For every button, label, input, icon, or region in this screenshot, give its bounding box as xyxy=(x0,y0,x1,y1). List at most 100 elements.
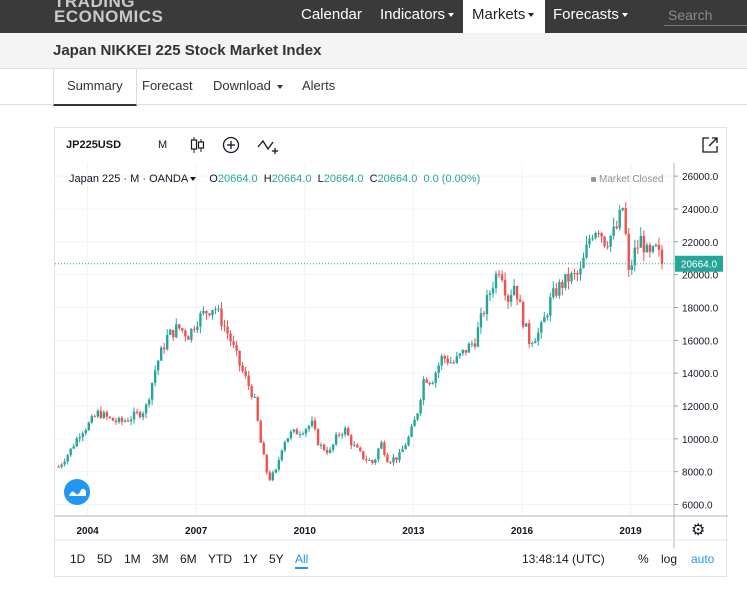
price-chart[interactable]: 6000.0 8000.0 10000.0 12000.0 14000.0 16000.0… xyxy=(55,128,728,578)
candle-body xyxy=(534,341,537,344)
candle-body xyxy=(576,272,579,275)
candle-body xyxy=(178,324,181,329)
candle-body xyxy=(531,343,534,345)
y-tick-label: 24000.0 xyxy=(682,205,719,216)
range-5d[interactable]: 5D xyxy=(97,552,113,566)
candle-body xyxy=(199,313,202,327)
candle-body xyxy=(356,444,359,448)
candle-body xyxy=(196,326,199,330)
range-3m[interactable]: 3M xyxy=(152,552,169,566)
nav-forecasts[interactable]: Forecasts xyxy=(544,0,637,33)
candle-body xyxy=(404,445,407,450)
candle-body xyxy=(93,416,97,418)
candle-body xyxy=(60,464,63,467)
fullscreen-icon[interactable] xyxy=(701,136,719,154)
symbol-label[interactable]: JP225USD xyxy=(66,139,122,151)
tradingview-logo-icon[interactable] xyxy=(63,478,91,506)
range-1y[interactable]: 1Y xyxy=(243,552,258,566)
legend-low: 20664.0 xyxy=(323,173,364,185)
chart-legend: Japan 225 · M · OANDA O20664.0 H20664.0 … xyxy=(69,173,480,185)
candle-body xyxy=(277,459,281,470)
candle-body xyxy=(449,362,452,364)
legend-high: 20664.0 xyxy=(271,173,312,185)
legend-series-name[interactable]: Japan 225 · M · OANDA xyxy=(69,173,189,185)
percent-scale-toggle[interactable]: % xyxy=(638,552,649,566)
candle-body xyxy=(528,323,531,344)
candle-body xyxy=(78,437,81,439)
log-scale-toggle[interactable]: log xyxy=(661,552,678,566)
candle-body xyxy=(362,451,365,460)
candle-body xyxy=(359,447,362,452)
candle-body xyxy=(325,450,329,453)
range-all[interactable]: All xyxy=(295,552,309,569)
auto-scale-toggle[interactable]: auto xyxy=(691,552,715,566)
candle-body xyxy=(648,244,652,252)
range-1d[interactable]: 1D xyxy=(70,552,86,566)
interval-button[interactable]: M xyxy=(158,139,168,151)
candle-body xyxy=(150,382,154,400)
last-price-badge xyxy=(675,255,723,272)
candle-body xyxy=(561,281,564,288)
candle-body xyxy=(102,412,106,418)
candle-body xyxy=(597,232,600,234)
y-tick-label: 6000.0 xyxy=(682,501,713,512)
nav-indicators[interactable]: Indicators xyxy=(371,0,463,33)
range-6m[interactable]: 6M xyxy=(180,552,197,566)
y-tick-label: 22000.0 xyxy=(682,238,719,249)
search-input[interactable] xyxy=(664,4,747,26)
candle-body xyxy=(585,244,588,258)
add-indicator-icon[interactable] xyxy=(222,136,240,154)
candle-body xyxy=(322,444,326,451)
candle-body xyxy=(633,247,636,266)
nav-calendar[interactable]: Calendar xyxy=(292,0,371,33)
compare-icon[interactable] xyxy=(256,137,280,155)
candle-body xyxy=(232,341,235,345)
candle-body xyxy=(87,422,90,431)
candle-body xyxy=(193,328,196,330)
page-title: Japan NIKKEI 225 Stock Market Index xyxy=(53,42,322,59)
candle-body xyxy=(72,446,75,449)
candle-body xyxy=(223,325,226,327)
legend-o-label: O xyxy=(209,173,218,185)
status-dot-icon xyxy=(591,176,596,182)
chevron-down-icon xyxy=(621,13,628,18)
chevron-down-icon[interactable] xyxy=(190,177,197,182)
candle-body xyxy=(247,375,250,387)
settings-gear-icon[interactable]: ⚙ xyxy=(691,522,706,539)
y-tick-label: 8000.0 xyxy=(682,468,713,479)
candle-body xyxy=(401,449,404,453)
candle-body xyxy=(126,420,130,422)
candle-body xyxy=(90,416,94,423)
candle-body xyxy=(567,273,570,282)
tab-forecast[interactable]: Forecast xyxy=(129,69,206,106)
candle-body xyxy=(395,457,398,461)
candle-body xyxy=(612,226,615,236)
candle-body xyxy=(120,417,124,422)
tab-download[interactable]: Download xyxy=(200,69,296,106)
candle-body xyxy=(452,362,455,364)
candle-body xyxy=(374,459,377,463)
candles-icon[interactable] xyxy=(189,136,205,154)
chevron-down-icon xyxy=(528,13,535,18)
range-ytd[interactable]: YTD xyxy=(208,552,232,566)
tab-alerts[interactable]: Alerts xyxy=(289,69,348,106)
tab-summary[interactable]: Summary xyxy=(53,69,137,106)
candle-body xyxy=(443,356,446,359)
candle-body xyxy=(398,452,401,461)
y-tick-label: 26000.0 xyxy=(682,172,719,183)
candle-body xyxy=(353,444,356,446)
range-1m[interactable]: 1M xyxy=(124,552,141,566)
candle-body xyxy=(657,244,661,250)
nav-markets-label: Markets xyxy=(472,6,526,23)
candle-body xyxy=(431,382,434,385)
range-5y[interactable]: 5Y xyxy=(269,552,284,566)
utc-clock[interactable]: 13:48:14 (UTC) xyxy=(522,552,605,566)
site-logo[interactable]: TRADING ECONOMICS xyxy=(54,0,163,25)
candle-body xyxy=(491,288,495,294)
candle-body xyxy=(187,336,190,340)
nav-markets[interactable]: Markets xyxy=(463,0,545,33)
candle-body xyxy=(105,412,109,417)
candle-body xyxy=(591,238,594,240)
candle-body xyxy=(96,410,100,417)
candle-body xyxy=(603,236,606,247)
